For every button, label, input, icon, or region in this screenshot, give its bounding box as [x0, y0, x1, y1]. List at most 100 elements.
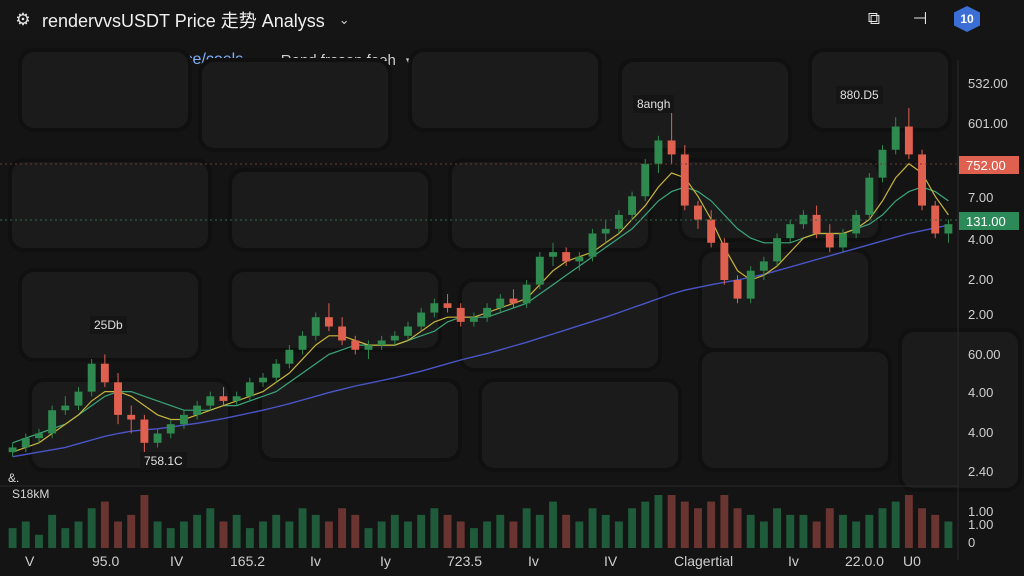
- candle-body: [21, 438, 30, 448]
- candle-body: [509, 298, 518, 304]
- y-tick-label: 2.00: [968, 272, 993, 287]
- y-tick-label: 2.00: [968, 307, 993, 322]
- volume-bar: [786, 514, 795, 548]
- volume-bar: [694, 508, 702, 548]
- pin-icon[interactable]: ⊣: [912, 9, 928, 28]
- volume-tick-label: 1.00: [968, 504, 993, 519]
- volume-bar: [707, 501, 716, 548]
- volume-bar: [628, 508, 637, 548]
- background-tile: [258, 378, 462, 462]
- background-tile: [448, 158, 652, 252]
- candle-body: [904, 126, 913, 155]
- candle-body: [87, 363, 96, 392]
- candle-body: [245, 382, 254, 397]
- volume-bar: [390, 514, 399, 548]
- x-tick-label: Iy: [380, 553, 391, 569]
- candle-body: [773, 238, 782, 262]
- candle-body: [549, 252, 557, 257]
- x-tick-label: Iv: [528, 553, 539, 569]
- volume-bar: [324, 521, 333, 548]
- volume-bar: [166, 528, 175, 548]
- volume-bar: [680, 501, 689, 548]
- candle-body: [680, 154, 689, 206]
- volume-bar: [469, 528, 478, 548]
- candle-body: [206, 396, 215, 406]
- chevron-down-icon[interactable]: ⌄: [338, 12, 350, 27]
- volume-bar: [153, 521, 162, 548]
- candle-body: [918, 154, 927, 206]
- y-tick-label: 4.00: [968, 425, 993, 440]
- x-tick-label: Iv: [310, 553, 321, 569]
- y-tick-label: 601.00: [968, 116, 1008, 131]
- volume-bar: [575, 521, 584, 548]
- volume-tick-label: 0: [968, 535, 975, 550]
- candle-body: [891, 126, 900, 150]
- candle-body: [667, 140, 676, 155]
- volume-bar: [351, 514, 360, 548]
- candle-body: [575, 256, 584, 262]
- volume-bar: [311, 514, 320, 548]
- volume-bar: [114, 521, 122, 548]
- candle-body: [641, 163, 650, 197]
- x-tick-label: Clagertial: [674, 553, 733, 569]
- candle-body: [61, 405, 70, 411]
- candle-body: [127, 414, 136, 420]
- page-title: rendervvsUSDT Price 走势 Analyss: [42, 11, 325, 31]
- volume-bar: [562, 514, 571, 548]
- volume-bar: [338, 508, 347, 548]
- volume-bar: [878, 508, 887, 548]
- volume-bar: [667, 495, 676, 548]
- candle-body: [944, 224, 953, 234]
- candle-body: [483, 307, 492, 318]
- y-tick-label: 4.00: [968, 385, 993, 400]
- volume-bar: [417, 514, 426, 548]
- volume-bar: [839, 514, 847, 548]
- gear-icon[interactable]: ⚙: [15, 10, 31, 29]
- y-tick-label: 2.40: [968, 464, 993, 479]
- background-tile: [18, 268, 202, 362]
- volume-bar: [654, 495, 663, 548]
- volume-bar: [483, 521, 492, 548]
- annotation-label: 758.1C: [140, 452, 187, 470]
- candle-body: [694, 205, 702, 220]
- candle-body: [34, 433, 43, 439]
- candle-body: [654, 140, 663, 164]
- candle-body: [786, 224, 795, 239]
- candle-body: [522, 284, 531, 304]
- ma-mid-line: [12, 186, 949, 444]
- volume-bar: [193, 514, 202, 548]
- volume-bar: [74, 521, 83, 548]
- background-tile: [198, 58, 392, 152]
- volume-label: S18kM: [12, 487, 50, 501]
- candle-body: [588, 233, 597, 257]
- background-tile: [478, 378, 682, 472]
- candle-body: [259, 377, 267, 383]
- volume-bar: [8, 528, 17, 548]
- price-tag: [959, 212, 1019, 230]
- candle-body: [878, 149, 887, 178]
- price-tag-label: 131.00: [966, 214, 1006, 229]
- volume-bar: [364, 528, 373, 548]
- x-tick-label: 723.5: [447, 553, 482, 569]
- volume-bar: [21, 521, 30, 548]
- candle-body: [614, 214, 623, 229]
- candle-body: [456, 307, 465, 322]
- volume-bar: [127, 514, 136, 548]
- x-tick-label: Iv: [788, 553, 799, 569]
- volume-bar: [232, 514, 241, 548]
- background-tile: [698, 348, 892, 472]
- screenshot-icon[interactable]: ⧉: [867, 9, 881, 28]
- volume-bar: [61, 528, 70, 548]
- volume-bar: [865, 514, 874, 548]
- y-tick-label: 532.00: [968, 76, 1008, 91]
- volume-bar: [522, 508, 531, 548]
- candle-body: [324, 317, 333, 327]
- volume-bar: [614, 521, 623, 548]
- background-tile: [618, 58, 792, 152]
- y-tick-label: 60.00: [968, 347, 1001, 362]
- background-tile: [228, 268, 442, 352]
- candle-body: [140, 419, 149, 443]
- volume-bar: [87, 508, 96, 548]
- candle-body: [377, 340, 386, 346]
